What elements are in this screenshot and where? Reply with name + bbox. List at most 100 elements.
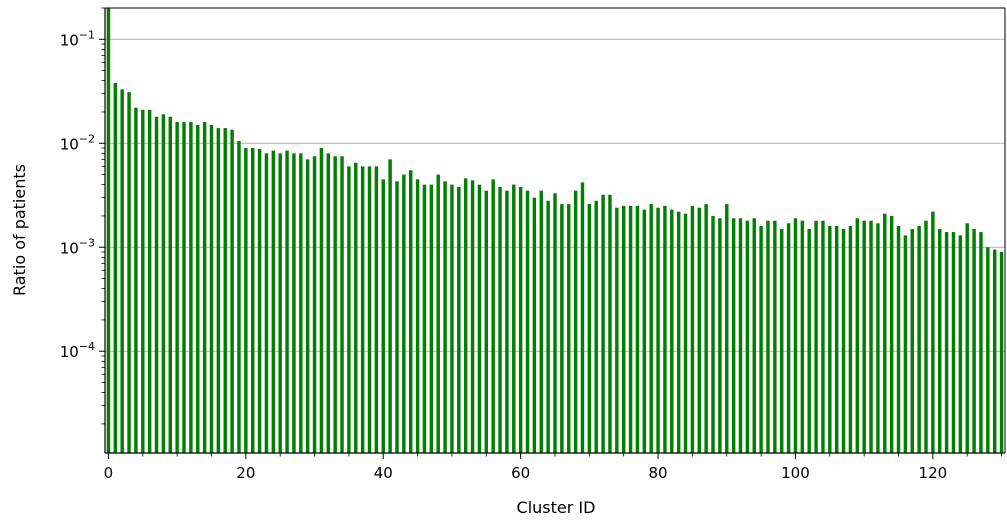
bar: [718, 218, 722, 453]
y-tick-label: 10−4: [60, 340, 95, 361]
bars: [106, 8, 1004, 454]
bar: [505, 190, 509, 453]
bar: [484, 190, 489, 453]
bar: [628, 205, 633, 453]
bar: [470, 180, 475, 454]
bar: [415, 179, 420, 453]
bar: [862, 220, 866, 453]
bar: [409, 170, 413, 454]
bar: [518, 186, 523, 454]
x-tick-label: 120: [919, 464, 948, 482]
bar: [312, 156, 317, 453]
bar: [429, 184, 434, 453]
bar: [189, 122, 193, 454]
bar: [491, 179, 495, 453]
bar: [999, 252, 1004, 453]
y-axis-ticks: 10−1 10−2 10−3 10−4: [60, 7, 105, 425]
bar: [649, 204, 653, 453]
bar: [560, 204, 564, 453]
bar: [931, 211, 935, 453]
bar: [986, 247, 990, 453]
bar: [374, 166, 379, 453]
bar: [525, 190, 530, 453]
bar: [855, 218, 860, 453]
bar: [360, 166, 365, 453]
bar: [642, 209, 647, 453]
bar: [278, 153, 282, 453]
bar: [752, 218, 756, 453]
bar: [292, 153, 296, 453]
bar: [910, 228, 914, 453]
bar: [326, 153, 330, 453]
bar: [965, 223, 969, 453]
bar: [216, 128, 221, 453]
x-axis-ticks: 0 20 40 60 80 100 120: [104, 453, 1002, 482]
bar: [924, 220, 928, 453]
bar: [738, 218, 743, 453]
bar: [573, 190, 578, 453]
bar: [834, 226, 839, 453]
bar: [223, 128, 227, 453]
x-tick-label: 0: [104, 464, 114, 482]
y-tick-label: 10−3: [60, 236, 95, 257]
bar: [209, 124, 214, 454]
bar: [546, 200, 550, 453]
bar: [147, 109, 152, 454]
bar: [896, 226, 901, 453]
bar: [869, 220, 873, 453]
bar: [567, 204, 571, 453]
bar: [683, 213, 688, 453]
bar: [697, 207, 701, 453]
x-tick-label: 60: [511, 464, 530, 482]
bar: [539, 190, 543, 453]
bar: [347, 166, 351, 453]
bar: [580, 182, 585, 453]
x-tick-label: 80: [649, 464, 668, 482]
bar: [759, 226, 763, 453]
bar: [766, 220, 770, 453]
bar: [848, 226, 853, 453]
bar: [367, 166, 372, 453]
bar: [731, 218, 736, 453]
bar: [498, 186, 502, 454]
bar: [319, 148, 324, 453]
bar: [711, 215, 715, 453]
bar: [381, 179, 385, 453]
bar: [807, 228, 811, 453]
bar: [196, 124, 200, 454]
bar: [786, 223, 791, 453]
bar: [512, 184, 516, 453]
y-axis-label: Ratio of patients: [10, 164, 29, 296]
bar: [725, 204, 729, 453]
bar: [299, 153, 303, 453]
bar: [271, 150, 276, 453]
bar: [814, 220, 818, 453]
bar: [402, 174, 406, 454]
bar: [422, 184, 427, 453]
bar: [553, 193, 557, 453]
bar: [917, 226, 921, 453]
x-tick-label: 40: [374, 464, 393, 482]
bar: [127, 92, 131, 453]
bar: [958, 235, 963, 453]
bar: [951, 232, 956, 453]
bar: [305, 159, 310, 453]
bar: [704, 204, 708, 453]
y-tick-label: 10−1: [60, 28, 95, 49]
x-axis-label: Cluster ID: [517, 498, 596, 517]
bar: [828, 226, 832, 453]
bar: [800, 220, 805, 453]
bar: [690, 205, 695, 453]
bar: [676, 211, 681, 453]
bar: [285, 150, 289, 453]
bar: [670, 209, 674, 453]
bar: [134, 107, 138, 453]
bar: [354, 162, 358, 454]
bar: [244, 148, 248, 453]
bar: [938, 228, 942, 453]
bar: [876, 223, 880, 453]
bar: [889, 215, 894, 453]
bar: [182, 122, 186, 454]
bar: [264, 153, 269, 453]
bar: [237, 141, 241, 453]
